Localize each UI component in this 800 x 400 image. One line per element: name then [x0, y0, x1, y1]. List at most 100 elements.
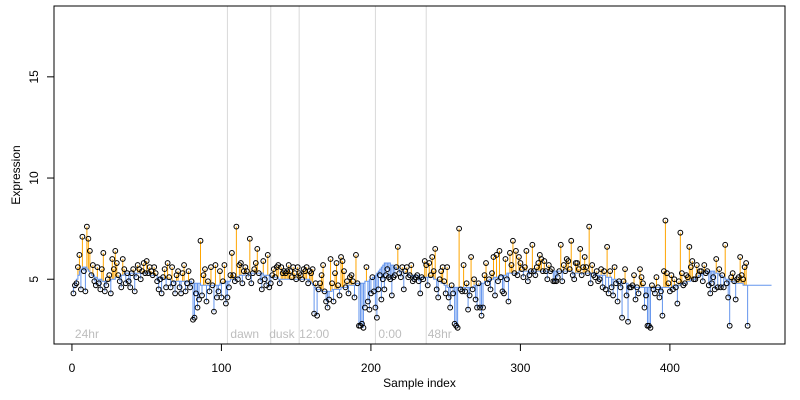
data-point — [593, 268, 600, 275]
data-point — [119, 256, 126, 262]
data-point — [130, 266, 137, 273]
data-point — [565, 258, 572, 264]
data-point — [133, 274, 140, 281]
data-point — [246, 235, 253, 242]
data-point — [187, 284, 193, 291]
data-point — [200, 272, 207, 279]
data-point — [164, 260, 171, 266]
data-point — [248, 280, 255, 287]
data-point — [592, 274, 599, 281]
y-axis-title: Expression — [9, 145, 23, 204]
data-point — [299, 276, 306, 283]
data-point — [743, 260, 750, 266]
data-point — [487, 286, 494, 293]
data-point — [217, 268, 223, 275]
data-point — [427, 272, 434, 279]
data-point — [635, 290, 642, 297]
data-point — [76, 252, 83, 258]
data-point — [441, 278, 448, 285]
data-point — [326, 296, 332, 303]
data-point — [578, 272, 585, 279]
data-point — [170, 280, 177, 287]
data-point — [211, 308, 217, 315]
data-point — [424, 282, 431, 289]
data-point — [172, 290, 178, 297]
data-point — [684, 274, 691, 281]
data-point — [317, 280, 323, 287]
annotation-lines — [226, 6, 427, 344]
data-point — [354, 280, 361, 287]
data-point — [215, 288, 222, 295]
data-point — [429, 254, 436, 260]
data-point — [655, 284, 661, 291]
data-point — [373, 314, 380, 321]
data-point — [393, 264, 400, 270]
data-point — [212, 262, 219, 268]
data-point — [121, 266, 128, 273]
data-point — [614, 298, 621, 305]
data-point — [206, 288, 213, 295]
data-point — [426, 260, 433, 266]
data-point — [341, 268, 347, 275]
data-point — [257, 278, 264, 285]
data-point — [245, 274, 252, 281]
data-point — [714, 284, 721, 291]
data-point — [329, 280, 335, 287]
data-point — [610, 292, 616, 299]
data-point — [622, 266, 628, 273]
data-point — [97, 286, 104, 293]
data-point — [78, 286, 84, 293]
data-point — [480, 304, 486, 311]
data-point — [524, 278, 531, 285]
data-point — [556, 268, 563, 275]
data-point — [725, 294, 732, 301]
data-point — [523, 247, 530, 254]
data-point — [693, 262, 700, 268]
data-point — [221, 262, 228, 268]
data-point — [403, 264, 410, 270]
data-point — [82, 288, 89, 295]
data-point — [462, 288, 468, 295]
data-point — [631, 272, 637, 279]
data-point — [203, 298, 210, 305]
data-point — [708, 280, 715, 287]
data-point — [605, 290, 612, 297]
annotation-label: 24hr — [75, 327, 99, 341]
data-point — [502, 256, 509, 262]
data-point — [544, 276, 551, 283]
data-point — [459, 288, 466, 295]
data-point — [267, 280, 274, 287]
data-point — [492, 292, 498, 299]
data-point — [324, 304, 331, 311]
data-point — [166, 274, 173, 281]
data-point — [243, 268, 250, 275]
data-point — [375, 286, 382, 293]
data-point — [454, 324, 461, 331]
data-point — [474, 304, 480, 311]
data-point — [239, 280, 246, 287]
data-point — [634, 284, 640, 291]
data-point — [732, 296, 739, 303]
data-point — [539, 268, 546, 275]
data-point — [400, 286, 407, 293]
data-point — [191, 314, 198, 321]
data-point — [70, 290, 77, 297]
data-point — [486, 276, 492, 283]
data-point — [161, 266, 168, 273]
data-point — [444, 264, 451, 270]
data-point — [309, 266, 316, 273]
data-point — [169, 264, 175, 270]
data-point — [332, 270, 338, 277]
data-point — [483, 260, 489, 266]
data-point — [448, 282, 455, 289]
data-point — [469, 286, 476, 293]
data-point — [729, 270, 736, 277]
data-point — [339, 258, 346, 264]
data-point — [498, 274, 504, 281]
data-point — [342, 284, 349, 291]
data-point — [653, 274, 660, 281]
data-point — [378, 296, 385, 303]
data-point — [381, 286, 388, 293]
data-point — [260, 258, 267, 264]
